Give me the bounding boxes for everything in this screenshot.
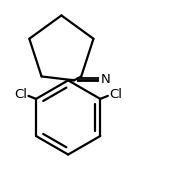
Text: Cl: Cl	[109, 88, 122, 101]
Text: Cl: Cl	[14, 88, 27, 101]
Text: N: N	[101, 73, 111, 86]
